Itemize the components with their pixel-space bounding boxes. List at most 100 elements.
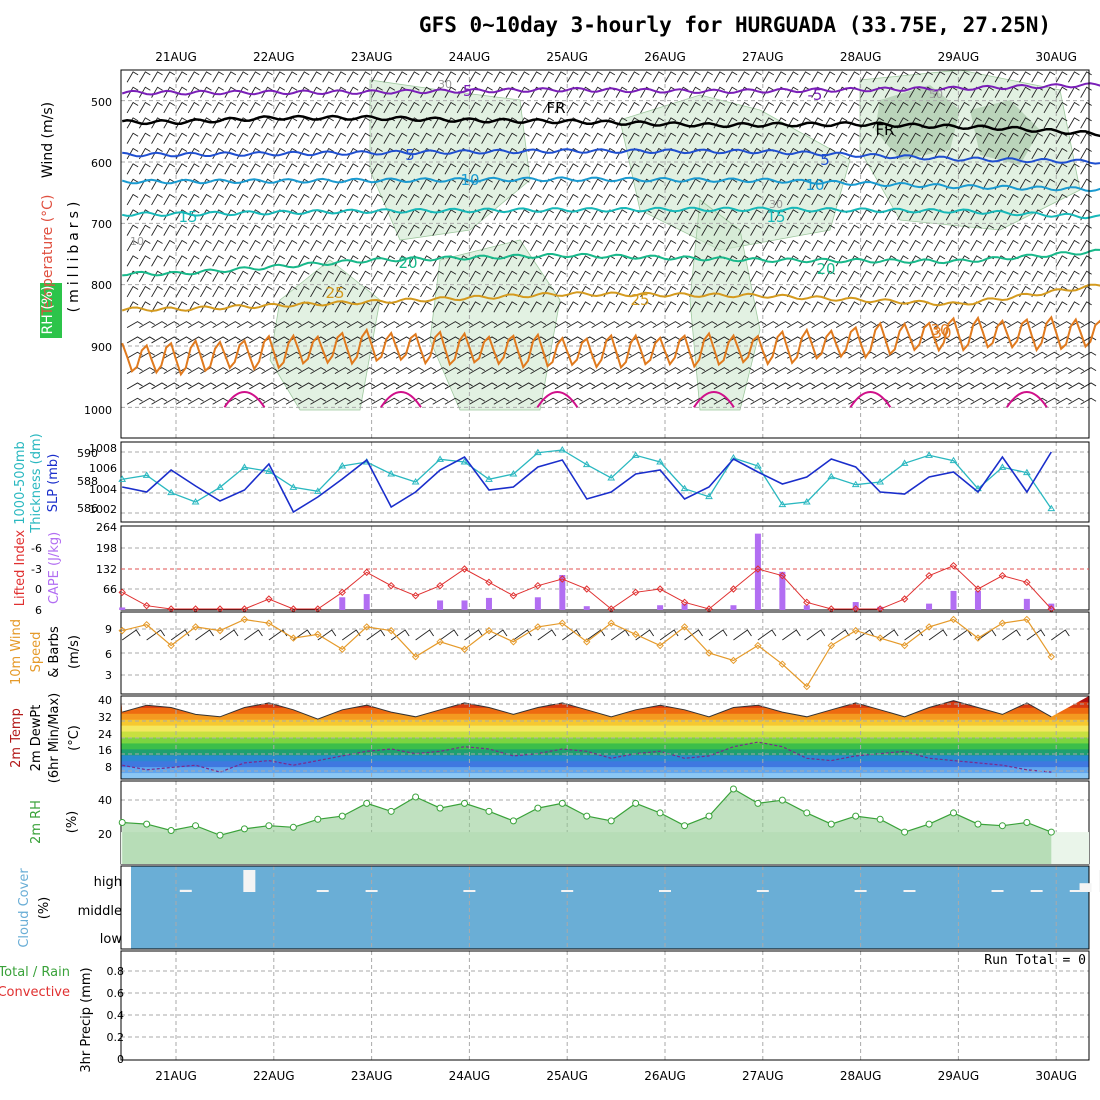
wind-barb bbox=[297, 270, 310, 282]
wind-barb bbox=[896, 239, 909, 252]
wind-barb bbox=[224, 285, 237, 298]
wind-barb bbox=[310, 270, 322, 282]
wind-barb bbox=[799, 132, 811, 144]
date-bottom-4: 25AUG bbox=[546, 1069, 588, 1083]
ylabel-rh2m-a: 2m RH bbox=[29, 800, 44, 844]
wind10-barb bbox=[244, 629, 263, 641]
wind-barb bbox=[1055, 397, 1072, 405]
wind-barb bbox=[933, 71, 946, 83]
wind-barb bbox=[664, 163, 677, 175]
wind-barb bbox=[505, 193, 518, 206]
wind-barb bbox=[322, 382, 339, 390]
wind-barb bbox=[163, 239, 176, 252]
wind-barb bbox=[628, 321, 644, 328]
wind-barb bbox=[945, 101, 958, 114]
wind-barb bbox=[945, 71, 958, 83]
wind-barb bbox=[163, 86, 176, 98]
wind10-barb bbox=[390, 629, 410, 641]
wind-barb bbox=[554, 224, 567, 236]
thickness-point bbox=[411, 478, 420, 485]
wind-barb bbox=[530, 224, 542, 236]
wind-barb bbox=[126, 132, 139, 144]
wind-barb bbox=[799, 285, 811, 298]
wind-barb bbox=[1019, 101, 1031, 114]
li-point bbox=[974, 585, 982, 593]
date-top-2: 23AUG bbox=[351, 50, 393, 64]
wind-barb bbox=[212, 321, 229, 328]
wind-barb bbox=[762, 101, 775, 114]
wind10-point bbox=[754, 641, 762, 650]
wind-barb bbox=[456, 132, 469, 144]
wind-barb bbox=[823, 101, 836, 114]
wind-barb bbox=[1055, 367, 1072, 374]
wind-barb bbox=[187, 397, 204, 405]
wind-barb bbox=[1080, 209, 1092, 221]
wind-barb bbox=[774, 367, 791, 374]
wind-barb bbox=[273, 163, 286, 175]
wind-barb bbox=[1068, 86, 1080, 98]
wind-barb bbox=[848, 321, 864, 328]
wind-barb bbox=[505, 382, 522, 390]
slp-tick-1002: 1002 bbox=[89, 503, 117, 516]
wind-barb bbox=[444, 367, 461, 374]
wind-barb bbox=[970, 285, 982, 298]
wind-barb bbox=[933, 163, 946, 175]
wind-barb bbox=[970, 239, 982, 252]
cape-bar bbox=[534, 597, 541, 610]
rh2m-point bbox=[827, 820, 835, 828]
wind-barb bbox=[566, 270, 579, 282]
wind-barb bbox=[1006, 224, 1019, 236]
wind-barb bbox=[395, 224, 408, 236]
wind-barb bbox=[958, 71, 970, 83]
lifted-index-cape-panel bbox=[118, 525, 1090, 613]
wind-barb bbox=[1055, 270, 1068, 282]
wind-barb bbox=[236, 101, 249, 114]
wind-barb bbox=[1031, 117, 1043, 129]
wind-barb bbox=[566, 382, 583, 390]
wind-barb bbox=[1031, 132, 1043, 144]
wind-barb bbox=[297, 101, 310, 114]
wind-barb bbox=[884, 255, 897, 267]
wind-barb bbox=[884, 285, 897, 298]
wind-barb bbox=[1080, 147, 1092, 160]
li-tick--6: -6 bbox=[31, 542, 42, 555]
wind-barb bbox=[676, 270, 689, 282]
contour-label-15: 15 bbox=[766, 208, 785, 226]
wind-barb bbox=[408, 336, 424, 344]
wind-barb bbox=[249, 382, 265, 390]
wind-barb bbox=[151, 193, 163, 206]
wind-barb bbox=[615, 71, 628, 83]
wind-barb bbox=[737, 224, 750, 236]
wind-barb bbox=[456, 367, 473, 374]
rh2m-point bbox=[607, 817, 615, 825]
wind-barb bbox=[322, 239, 334, 252]
wind-barb bbox=[1080, 270, 1092, 282]
wind-barb bbox=[371, 321, 388, 328]
wind-barb bbox=[163, 301, 176, 313]
wind-barb bbox=[383, 367, 400, 374]
wind-barb bbox=[420, 367, 437, 374]
wind-barb bbox=[725, 224, 738, 236]
wind-barb bbox=[750, 209, 762, 221]
wind-barb bbox=[346, 321, 363, 328]
wind-barb bbox=[652, 239, 665, 252]
tick-500: 500 bbox=[91, 96, 112, 109]
wind-barb bbox=[530, 382, 547, 390]
wind-barb bbox=[530, 101, 542, 114]
wind-barb bbox=[334, 163, 347, 175]
wind-barb bbox=[921, 224, 933, 236]
wind-barb bbox=[835, 147, 848, 160]
wind-barb bbox=[921, 397, 938, 405]
wind-barb bbox=[200, 270, 212, 282]
wind-barb bbox=[481, 367, 498, 374]
wind-barb bbox=[958, 351, 975, 359]
date-bottom-2: 23AUG bbox=[351, 1069, 393, 1083]
wind-barb bbox=[138, 86, 151, 98]
li-point bbox=[803, 598, 811, 607]
wind-barb bbox=[615, 321, 632, 328]
wind-barb bbox=[224, 367, 241, 374]
ylabel-pressure: (millibars) bbox=[66, 198, 82, 313]
wind-barb bbox=[921, 71, 933, 83]
li-point bbox=[729, 585, 738, 593]
wind-barb bbox=[530, 397, 547, 405]
